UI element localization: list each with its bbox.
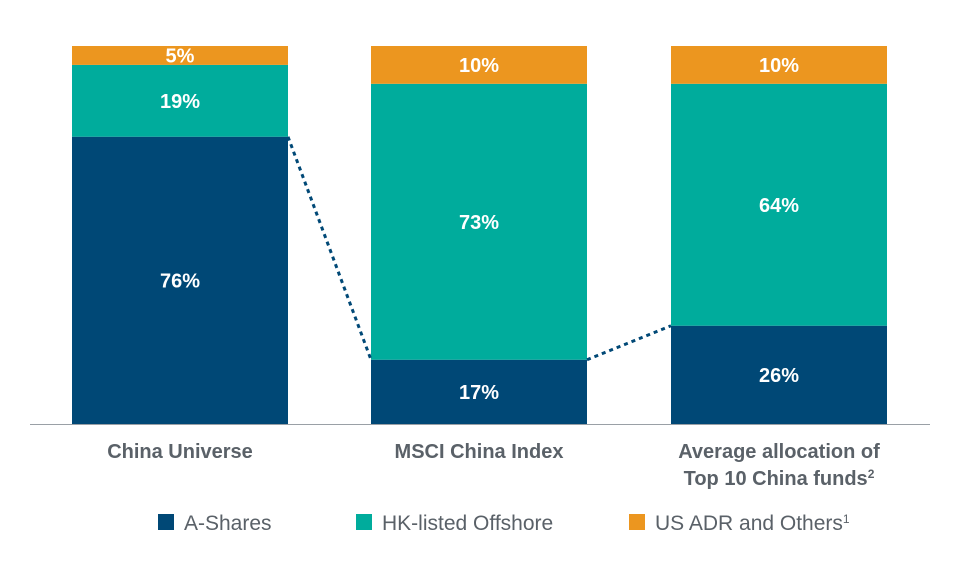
data-label: 10% [759,55,799,77]
legend-item: A-Shares [158,512,272,535]
bar-segment-a-shares [371,359,587,424]
bar-segment-a-shares [72,136,288,424]
data-label: 5% [166,45,195,67]
legend-swatch [356,514,372,530]
category-label: China Universe [107,441,253,463]
legend-swatch [629,514,645,530]
bar-segment-us-adr-and-others [371,46,587,84]
data-label: 76% [160,270,200,292]
connector-dotted-line [586,324,672,362]
legend-swatch [158,514,174,530]
category-label: Top 10 China funds2 [684,467,875,490]
data-label: 10% [459,55,499,77]
legend-item: US ADR and Others1 [629,512,850,535]
legend-label: HK-listed Offshore [382,512,553,535]
bar-segment-us-adr-and-others [671,46,887,84]
footnote-marker: 1 [843,512,850,526]
data-label: 17% [459,382,499,404]
legend-label: A-Shares [184,512,272,535]
bar-segment-hk-listed-offshore [72,64,288,137]
category-label: Average allocation of [678,441,880,463]
bar-segment-hk-listed-offshore [671,83,887,326]
bar-segment-a-shares [671,325,887,424]
bar-segment-hk-listed-offshore [371,83,587,360]
legend-item: HK-listed Offshore [356,512,553,535]
data-label: 19% [160,91,200,113]
connector-dotted-line [286,136,373,361]
legend-label: US ADR and Others1 [655,512,850,535]
data-label: 73% [459,212,499,234]
category-label: MSCI China Index [395,441,564,463]
data-label: 64% [759,195,799,217]
footnote-marker: 2 [868,467,875,481]
data-label: 26% [759,365,799,387]
bar-segment-us-adr-and-others [72,46,288,65]
